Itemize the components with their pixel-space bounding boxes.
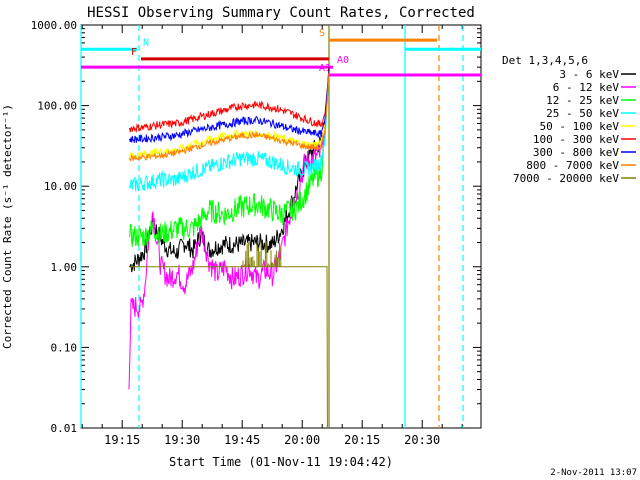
y-tick-label: 100.00 bbox=[37, 100, 77, 113]
y-tick-label: 0.01 bbox=[51, 422, 78, 435]
legend-label: 50 - 100 keV bbox=[540, 120, 620, 133]
plot-frame bbox=[80, 24, 482, 429]
y-tick-label: 10.00 bbox=[44, 180, 77, 193]
series-line-3-6-keV-kev bbox=[128, 67, 330, 273]
state-bar-label: A1 bbox=[319, 63, 331, 74]
state-bar-label: N bbox=[143, 37, 149, 48]
x-tick-label: 20:00 bbox=[284, 433, 320, 447]
legend-label: 25 - 50 keV bbox=[546, 107, 619, 120]
x-tick-label: 19:45 bbox=[224, 433, 260, 447]
y-tick-label: 1000.00 bbox=[31, 19, 77, 32]
x-tick-label: 20:30 bbox=[404, 433, 440, 447]
legend-label: 800 - 7000 keV bbox=[526, 159, 619, 172]
series-line-800-7000-keV-kev bbox=[128, 72, 330, 162]
legend-label: 3 - 6 keV bbox=[559, 68, 619, 81]
x-tick-label: 19:15 bbox=[104, 433, 140, 447]
y-tick-label: 0.10 bbox=[51, 341, 78, 354]
legend-label: 12 - 25 keV bbox=[546, 94, 619, 107]
state-bar-label: A0 bbox=[337, 55, 349, 66]
legend-label: 6 - 12 keV bbox=[553, 81, 620, 94]
state-bar-label: S bbox=[319, 28, 325, 39]
y-axis-label: Corrected Count Rate (s⁻¹ detector⁻¹) bbox=[1, 104, 14, 349]
chart-title: HESSI Observing Summary Count Rates, Cor… bbox=[87, 5, 475, 21]
series-line-25-50-keV-kev bbox=[128, 73, 330, 192]
date-stamp: 2-Nov-2011 13:07 bbox=[550, 468, 637, 478]
x-tick-label: 19:30 bbox=[164, 433, 200, 447]
state-bar-label: F bbox=[131, 47, 137, 58]
legend-title: Det 1,3,4,5,6 bbox=[502, 54, 588, 67]
series-line-6-12-keV-kev bbox=[128, 73, 330, 390]
series-line-300-800-keV-kev bbox=[128, 71, 330, 144]
series-line-7000-20000-keV-kev bbox=[129, 266, 328, 429]
x-axis-label: Start Time (01-Nov-11 19:04:42) bbox=[169, 455, 393, 469]
series-line-100-300-keV-kev bbox=[128, 70, 330, 133]
series-line-12-25-keV-kev bbox=[129, 73, 330, 247]
y-tick-label: 1.00 bbox=[51, 261, 78, 274]
legend-label: 300 - 800 keV bbox=[533, 146, 619, 159]
legend-label: 100 - 300 keV bbox=[533, 133, 619, 146]
legend-label: 7000 - 20000 keV bbox=[513, 172, 619, 185]
x-tick-label: 20:15 bbox=[344, 433, 380, 447]
